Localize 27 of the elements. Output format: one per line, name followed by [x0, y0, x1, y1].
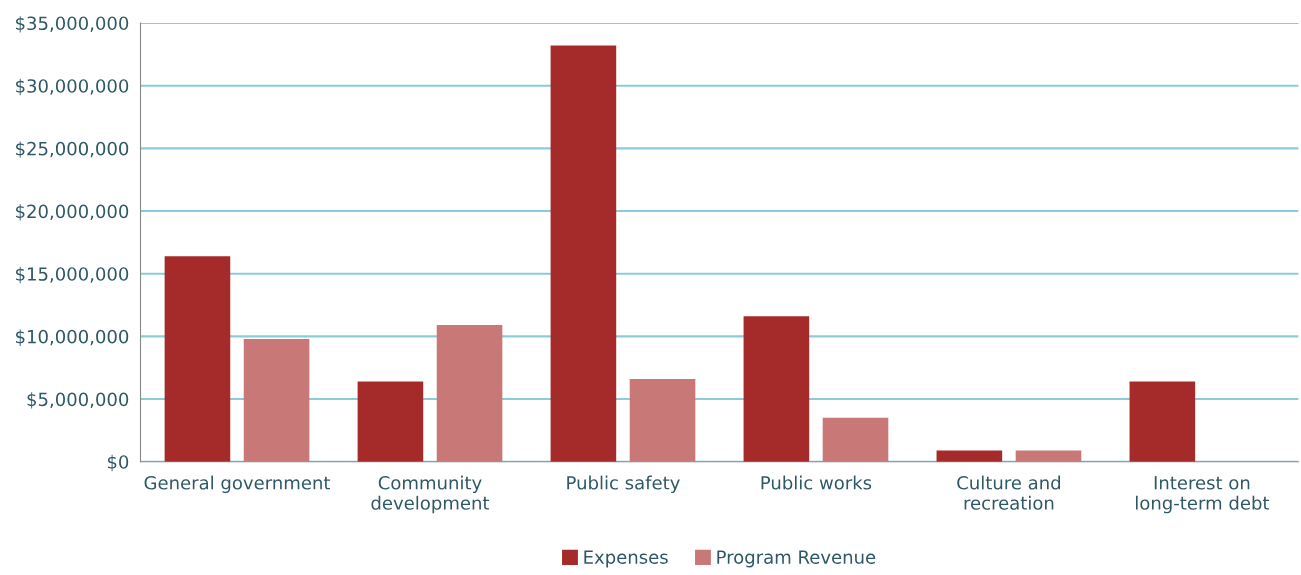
y-tick-label: $10,000,000: [16, 329, 129, 346]
bar: [629, 378, 696, 462]
bar: [743, 316, 810, 462]
x-tick-label: Public safety: [567, 475, 680, 494]
legend-label: Expenses: [584, 550, 668, 568]
x-tick-label: Interest on long-term debt: [1136, 476, 1270, 514]
bar: [550, 45, 617, 462]
x-tick-label: Culture and recreation: [957, 475, 1060, 510]
bar: [1015, 450, 1082, 462]
x-tick-label: Public works: [761, 475, 872, 490]
bar: [164, 256, 231, 462]
y-tick-label: $15,000,000: [16, 266, 129, 284]
x-tick-label: Community development: [371, 475, 490, 514]
bar: [436, 325, 503, 462]
y-tick-label: $25,000,000: [16, 141, 129, 158]
bar: [243, 338, 310, 462]
bar: [1129, 381, 1196, 462]
legend-label: Program Revenue: [717, 550, 876, 568]
bar: [936, 450, 1003, 462]
y-tick-label: $35,000,000: [16, 16, 129, 33]
y-tick-label: $30,000,000: [16, 78, 129, 96]
y-tick-label: $0: [107, 454, 129, 472]
y-tick-label: $20,000,000: [16, 204, 129, 221]
y-tick-label: $5,000,000: [27, 392, 129, 409]
bar: [357, 381, 424, 462]
x-tick-label: General government: [144, 475, 331, 494]
bar: [822, 417, 889, 462]
